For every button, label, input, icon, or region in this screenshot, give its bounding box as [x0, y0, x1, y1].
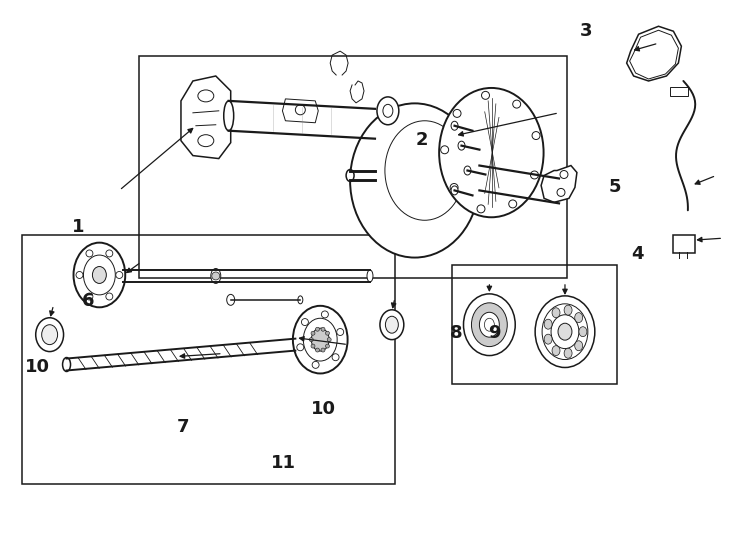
Ellipse shape [558, 323, 572, 340]
Circle shape [513, 100, 520, 108]
Circle shape [337, 328, 344, 335]
Circle shape [76, 272, 83, 279]
Ellipse shape [227, 294, 235, 305]
Ellipse shape [458, 141, 465, 150]
Polygon shape [181, 76, 230, 159]
Circle shape [531, 171, 539, 179]
Text: 5: 5 [609, 178, 622, 195]
Circle shape [316, 327, 319, 331]
Ellipse shape [564, 348, 572, 358]
Ellipse shape [544, 334, 552, 344]
FancyBboxPatch shape [673, 235, 695, 253]
Text: 7: 7 [177, 418, 189, 436]
Ellipse shape [385, 316, 399, 333]
Circle shape [321, 311, 328, 318]
Circle shape [116, 272, 123, 279]
Circle shape [312, 361, 319, 368]
Circle shape [302, 319, 308, 326]
Ellipse shape [451, 186, 458, 195]
Polygon shape [541, 166, 577, 202]
Ellipse shape [367, 270, 373, 282]
Circle shape [311, 344, 315, 348]
Ellipse shape [575, 341, 583, 350]
Circle shape [86, 293, 93, 300]
Circle shape [509, 200, 517, 208]
Circle shape [321, 327, 325, 331]
Text: 1: 1 [73, 218, 85, 236]
Circle shape [477, 205, 485, 213]
Circle shape [332, 354, 339, 361]
Ellipse shape [298, 296, 303, 304]
Ellipse shape [62, 357, 70, 372]
Circle shape [86, 250, 93, 257]
Text: 3: 3 [580, 22, 592, 40]
Circle shape [482, 91, 490, 99]
FancyBboxPatch shape [670, 87, 688, 96]
Circle shape [297, 344, 304, 351]
Ellipse shape [451, 122, 458, 130]
Ellipse shape [464, 166, 471, 175]
Circle shape [106, 250, 113, 257]
Text: 8: 8 [450, 325, 462, 342]
Ellipse shape [564, 305, 572, 315]
Ellipse shape [377, 97, 399, 125]
Text: 2: 2 [415, 131, 428, 149]
Ellipse shape [479, 312, 499, 337]
Ellipse shape [471, 303, 507, 347]
Ellipse shape [544, 319, 552, 329]
Ellipse shape [439, 88, 544, 217]
Circle shape [212, 272, 219, 280]
Ellipse shape [463, 294, 515, 355]
Ellipse shape [311, 328, 329, 351]
Text: 9: 9 [489, 325, 501, 342]
Ellipse shape [552, 308, 560, 318]
Ellipse shape [535, 296, 595, 368]
Circle shape [311, 331, 315, 335]
Ellipse shape [293, 306, 348, 374]
Ellipse shape [73, 242, 126, 307]
Circle shape [450, 184, 458, 192]
Circle shape [453, 110, 461, 117]
Circle shape [325, 344, 330, 348]
Ellipse shape [36, 318, 64, 352]
Circle shape [316, 348, 319, 352]
Circle shape [106, 293, 113, 300]
Text: 4: 4 [631, 245, 644, 263]
Text: 6: 6 [81, 292, 94, 310]
Circle shape [327, 338, 331, 342]
Ellipse shape [92, 267, 106, 284]
Circle shape [321, 348, 325, 352]
Ellipse shape [211, 268, 221, 284]
Ellipse shape [552, 346, 560, 356]
Circle shape [325, 331, 330, 335]
Ellipse shape [224, 101, 233, 131]
Circle shape [440, 146, 448, 154]
Ellipse shape [346, 170, 354, 181]
Text: 11: 11 [271, 454, 296, 472]
Text: 10: 10 [24, 357, 49, 376]
Ellipse shape [42, 325, 57, 345]
Polygon shape [627, 26, 681, 81]
Ellipse shape [579, 327, 587, 336]
Text: 10: 10 [310, 400, 335, 417]
Ellipse shape [575, 313, 583, 322]
Circle shape [309, 338, 313, 342]
Ellipse shape [350, 103, 479, 258]
Circle shape [532, 132, 540, 139]
Ellipse shape [380, 310, 404, 340]
Polygon shape [283, 99, 319, 123]
